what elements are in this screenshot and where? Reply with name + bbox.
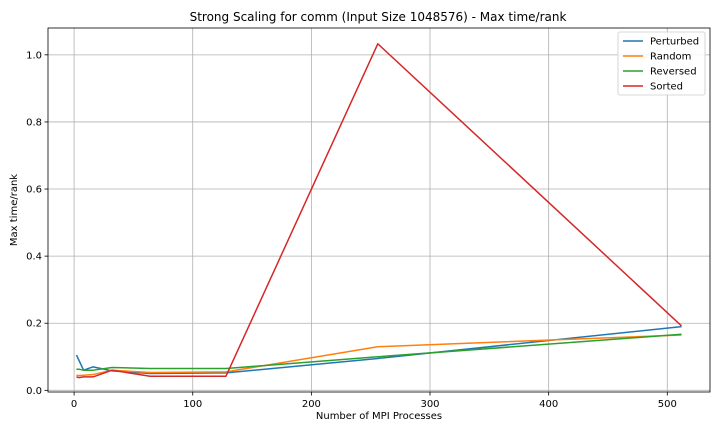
x-tick-label: 300 — [420, 399, 439, 410]
x-tick-label: 500 — [658, 399, 677, 410]
y-tick-label: 0.6 — [26, 185, 42, 196]
legend-label-reversed: Reversed — [650, 67, 697, 78]
legend-label-random: Random — [650, 52, 691, 63]
y-tick-label: 0.8 — [26, 117, 42, 128]
y-tick-label: 0.0 — [26, 386, 42, 397]
x-axis-label: Number of MPI Processes — [316, 411, 442, 422]
x-tick-label: 100 — [183, 399, 202, 410]
x-tick-label: 400 — [539, 399, 558, 410]
plot-frame — [47, 27, 711, 393]
legend-label-sorted: Sorted — [650, 82, 683, 93]
legend: Perturbed Random Reversed Sorted — [617, 31, 706, 96]
x-tick-label: 200 — [302, 399, 321, 410]
series-lines — [75, 43, 683, 379]
legend-box — [617, 31, 706, 96]
x-tick-label: 0 — [71, 399, 77, 410]
y-tick-label: 0.2 — [26, 319, 42, 330]
chart-title: Strong Scaling for comm (Input Size 1048… — [190, 10, 567, 24]
legend-label-perturbed: Perturbed — [650, 37, 699, 48]
x-axis-ticks: 0 100 200 300 400 500 — [71, 392, 677, 410]
y-tick-label: 1.0 — [26, 50, 42, 61]
series-line-reversed — [76, 333, 682, 371]
y-tick-label: 0.4 — [26, 252, 42, 263]
series-line-sorted — [76, 43, 683, 379]
y-axis-ticks: 0.0 0.2 0.4 0.6 0.8 1.0 — [26, 50, 48, 397]
y-axis-label: Max time/rank — [9, 174, 20, 246]
